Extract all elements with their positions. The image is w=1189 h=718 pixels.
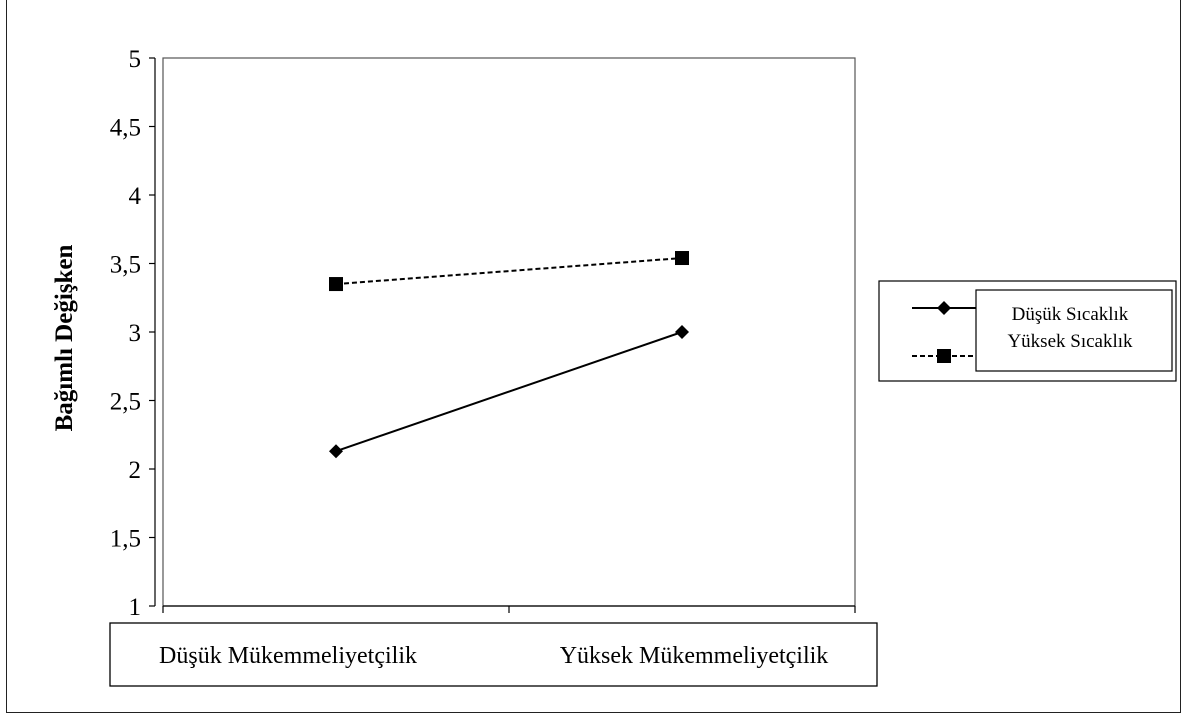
series-line — [335, 257, 683, 286]
y-axis: 1 1,5 2 2,5 3 3,5 4 4,5 5 — [110, 46, 156, 621]
category-label-box — [109, 622, 878, 687]
category-label: Yüksek Mükemmeliyetçilik — [560, 643, 829, 669]
y-tick-label: 5 — [129, 46, 142, 73]
y-axis-label: Bağımlı Değişken — [51, 245, 78, 432]
y-tick-label: 1,5 — [110, 526, 141, 553]
legend-label: Yüksek Sıcaklık — [1007, 331, 1133, 352]
series-group — [329, 251, 689, 459]
x-axis — [162, 605, 856, 613]
category-label: Düşük Mükemmeliyetçilik — [159, 643, 417, 669]
y-tick-label: 1 — [129, 594, 142, 621]
diamond-marker — [937, 301, 951, 315]
y-tick-label: 2,5 — [110, 389, 141, 416]
y-tick-label: 4 — [129, 183, 142, 210]
series-2 — [329, 251, 689, 292]
legend-label: Düşük Sıcaklık — [1012, 304, 1129, 325]
square-marker — [675, 251, 689, 266]
legend-label-box — [975, 289, 1173, 372]
y-tick-label: 3 — [129, 320, 142, 347]
series-line — [335, 331, 683, 453]
square-marker — [329, 277, 343, 292]
series-1 — [329, 325, 689, 459]
legend: Düşük Sıcaklık Yüksek Sıcaklık — [878, 280, 1177, 382]
plot-area — [162, 57, 856, 607]
y-tick-label: 3,5 — [110, 252, 141, 279]
square-marker — [937, 349, 951, 363]
diamond-marker — [675, 325, 689, 339]
diamond-marker — [329, 444, 343, 459]
y-tick-label: 4,5 — [110, 115, 141, 142]
y-tick-label: 2 — [129, 457, 142, 484]
category-labels: Düşük Mükemmeliyetçilik Yüksek Mükemmeliy… — [159, 643, 828, 669]
